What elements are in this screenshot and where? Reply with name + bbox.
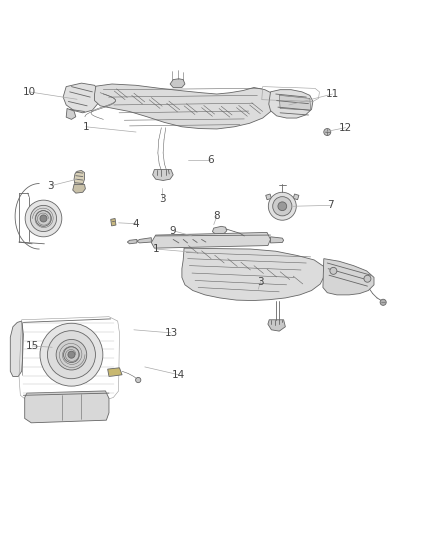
Polygon shape bbox=[271, 237, 284, 243]
Circle shape bbox=[136, 377, 141, 383]
Polygon shape bbox=[266, 194, 272, 200]
Circle shape bbox=[364, 275, 371, 282]
Circle shape bbox=[64, 347, 79, 362]
Text: 1: 1 bbox=[82, 122, 89, 132]
Circle shape bbox=[278, 202, 287, 211]
Circle shape bbox=[35, 211, 51, 227]
Circle shape bbox=[25, 200, 62, 237]
Circle shape bbox=[330, 268, 337, 274]
Circle shape bbox=[40, 323, 103, 386]
Text: 1: 1 bbox=[152, 244, 159, 254]
Circle shape bbox=[40, 215, 47, 222]
Circle shape bbox=[380, 299, 386, 305]
Polygon shape bbox=[111, 219, 116, 226]
Text: 3: 3 bbox=[159, 194, 166, 204]
Text: 6: 6 bbox=[207, 155, 214, 165]
Circle shape bbox=[47, 330, 95, 379]
Polygon shape bbox=[182, 248, 325, 301]
Text: 9: 9 bbox=[170, 225, 177, 236]
Polygon shape bbox=[74, 171, 85, 185]
Circle shape bbox=[273, 197, 292, 216]
Polygon shape bbox=[268, 320, 286, 331]
Text: 12: 12 bbox=[339, 123, 352, 133]
Text: 8: 8 bbox=[213, 211, 220, 221]
Text: 14: 14 bbox=[172, 370, 185, 380]
Polygon shape bbox=[212, 227, 227, 234]
Circle shape bbox=[30, 205, 57, 231]
Polygon shape bbox=[293, 194, 299, 200]
Text: 3: 3 bbox=[48, 181, 54, 191]
Polygon shape bbox=[66, 108, 76, 119]
Polygon shape bbox=[269, 90, 313, 118]
Text: 10: 10 bbox=[22, 87, 35, 97]
Polygon shape bbox=[152, 169, 173, 181]
Polygon shape bbox=[127, 239, 137, 244]
Text: 7: 7 bbox=[327, 200, 334, 211]
Polygon shape bbox=[25, 391, 109, 423]
Polygon shape bbox=[11, 321, 23, 376]
Polygon shape bbox=[137, 238, 151, 243]
Polygon shape bbox=[95, 84, 276, 129]
Text: 15: 15 bbox=[25, 341, 39, 351]
Text: 11: 11 bbox=[326, 89, 339, 99]
Polygon shape bbox=[108, 368, 122, 376]
Polygon shape bbox=[63, 83, 100, 113]
Polygon shape bbox=[151, 232, 271, 248]
Circle shape bbox=[268, 192, 296, 220]
Polygon shape bbox=[279, 95, 311, 110]
Circle shape bbox=[56, 340, 87, 370]
Circle shape bbox=[324, 128, 331, 135]
Text: 4: 4 bbox=[133, 219, 139, 229]
Text: 3: 3 bbox=[257, 277, 264, 287]
Circle shape bbox=[68, 351, 75, 358]
Polygon shape bbox=[170, 79, 185, 87]
Text: 13: 13 bbox=[164, 328, 177, 338]
Polygon shape bbox=[323, 259, 374, 295]
Polygon shape bbox=[73, 184, 85, 193]
